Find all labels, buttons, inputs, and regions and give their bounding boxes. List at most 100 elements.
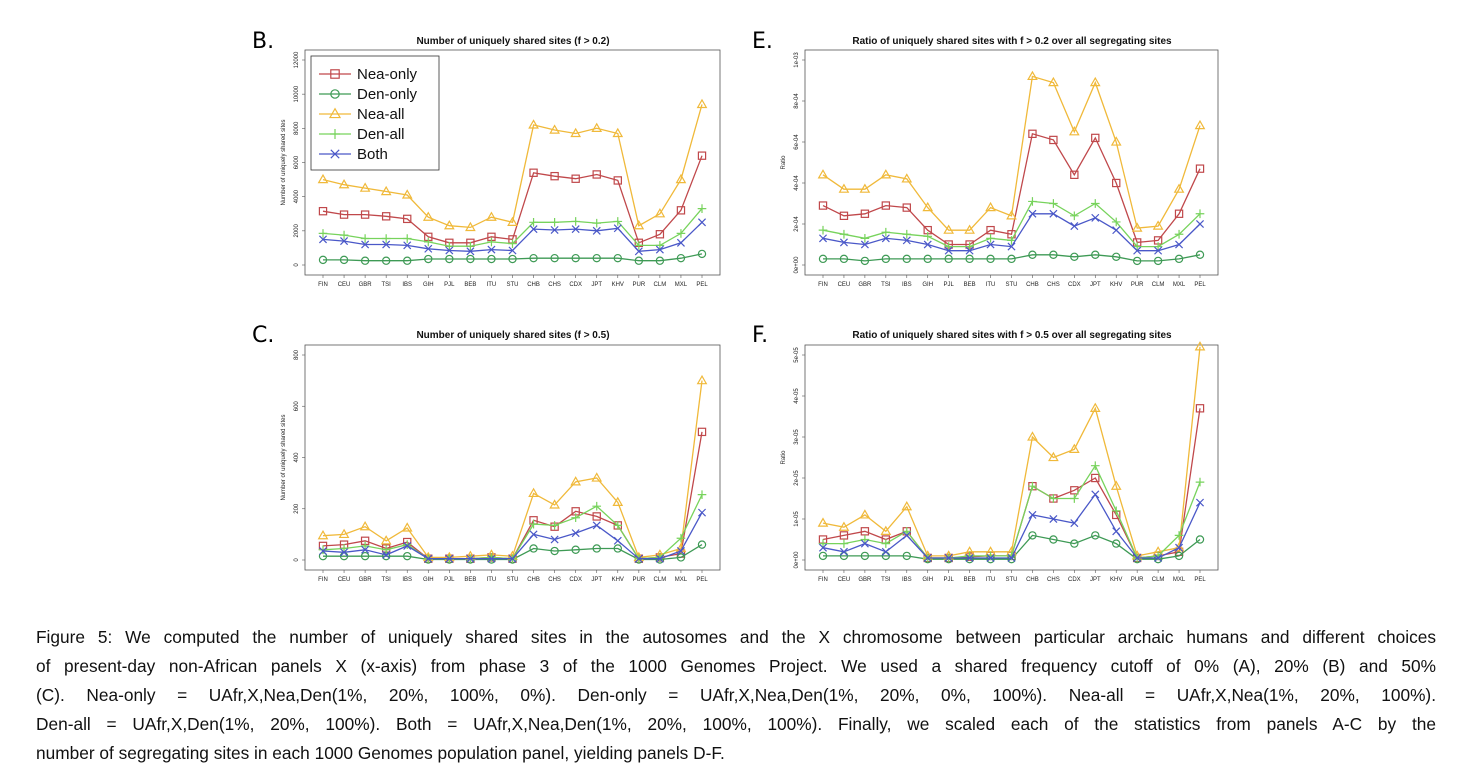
data-point xyxy=(902,551,911,561)
data-point xyxy=(923,231,933,241)
y-tick-label: 4e-05 xyxy=(794,388,800,404)
data-point xyxy=(529,530,538,539)
data-point xyxy=(1112,539,1121,548)
x-tick-label: CLM xyxy=(654,577,667,583)
y-tick-label: 1e-05 xyxy=(794,511,800,527)
data-point xyxy=(591,472,603,482)
y-tick-label: 600 xyxy=(294,401,300,412)
data-point xyxy=(1112,252,1121,261)
data-point xyxy=(508,554,517,563)
data-point xyxy=(986,240,995,249)
data-point xyxy=(817,169,829,179)
data-point xyxy=(944,246,953,255)
data-point xyxy=(902,526,912,536)
data-point xyxy=(676,229,686,238)
x-tick-label: ITU xyxy=(986,282,996,288)
series-line xyxy=(822,75,1201,231)
data-point xyxy=(839,229,849,239)
data-point xyxy=(1194,341,1206,351)
data-point xyxy=(443,219,455,230)
data-point xyxy=(360,234,370,243)
data-point xyxy=(818,551,828,561)
data-point xyxy=(318,206,328,216)
data-point xyxy=(528,487,539,498)
data-point xyxy=(529,544,538,553)
x-tick-label: CHB xyxy=(527,577,540,583)
data-point xyxy=(1112,178,1121,188)
data-point xyxy=(1091,213,1100,222)
x-tick-label: KHV xyxy=(612,577,624,583)
data-point xyxy=(422,211,434,221)
data-point xyxy=(549,124,560,134)
y-axis-label: Number of uniquely shared sites xyxy=(281,414,287,500)
data-point xyxy=(380,185,392,196)
y-axis-label: Ratio xyxy=(781,450,787,465)
panel-title-e: Ratio of uniquely shared sites with f > … xyxy=(852,36,1172,47)
x-tick-label: CDX xyxy=(569,282,582,288)
x-tick-label: TSI xyxy=(881,282,891,288)
data-point xyxy=(360,256,370,265)
data-point xyxy=(818,539,828,548)
data-point xyxy=(944,242,953,251)
data-point xyxy=(1091,490,1100,499)
data-point xyxy=(401,522,413,532)
data-point xyxy=(860,527,870,536)
x-tick-label: BEB xyxy=(464,282,476,288)
series-line xyxy=(322,380,703,559)
data-point xyxy=(1195,535,1205,544)
data-point xyxy=(550,171,559,181)
data-point xyxy=(382,240,391,249)
data-point xyxy=(1173,183,1185,193)
data-point xyxy=(1070,486,1079,495)
data-point xyxy=(697,508,707,517)
data-point xyxy=(676,206,686,215)
data-point xyxy=(697,540,707,549)
x-tick-label: PJL xyxy=(943,577,954,583)
y-tick-label: 0 xyxy=(294,263,300,267)
x-tick-label: JPT xyxy=(1090,282,1101,288)
data-point xyxy=(1132,256,1142,266)
data-point xyxy=(1091,531,1100,540)
data-point xyxy=(361,545,370,554)
data-point xyxy=(1049,199,1058,208)
data-point xyxy=(839,238,848,247)
data-point xyxy=(508,239,517,248)
x-tick-label: BEB xyxy=(464,577,476,583)
data-point xyxy=(1195,250,1205,259)
data-point xyxy=(508,254,517,264)
y-tick-label: 10000 xyxy=(294,85,300,102)
x-tick-label: FIN xyxy=(318,577,328,583)
data-point xyxy=(676,238,685,247)
data-point xyxy=(676,547,685,556)
data-point xyxy=(466,247,475,256)
data-point xyxy=(612,496,624,507)
data-point xyxy=(401,189,413,199)
y-tick-label: 800 xyxy=(294,349,300,360)
legend-marker xyxy=(330,89,340,99)
data-point xyxy=(902,236,911,245)
caption-line: number of segregating sites in each 1000… xyxy=(36,743,725,763)
caption-line: (C). Nea-only = UAfr,X,Nea,Den(1%, 20%, … xyxy=(36,685,1436,705)
data-point xyxy=(902,229,912,239)
y-tick-label: 4000 xyxy=(294,189,300,203)
data-point xyxy=(880,525,892,535)
data-point xyxy=(675,173,687,184)
data-point xyxy=(487,245,496,254)
data-point xyxy=(571,253,580,263)
data-point xyxy=(550,521,559,530)
legend-marker xyxy=(330,69,340,79)
data-point xyxy=(317,173,329,184)
data-point xyxy=(902,531,911,540)
data-point xyxy=(860,535,870,544)
data-point xyxy=(634,241,644,250)
data-point xyxy=(466,254,475,264)
panel-letter-c: C. xyxy=(252,323,274,348)
data-point xyxy=(1090,199,1100,208)
y-tick-label: 2000 xyxy=(294,224,300,238)
data-point xyxy=(860,234,870,243)
plot-frame xyxy=(804,344,1219,571)
data-point xyxy=(1152,220,1164,230)
data-point xyxy=(403,214,412,224)
data-point xyxy=(1028,250,1037,259)
data-point xyxy=(571,174,580,183)
